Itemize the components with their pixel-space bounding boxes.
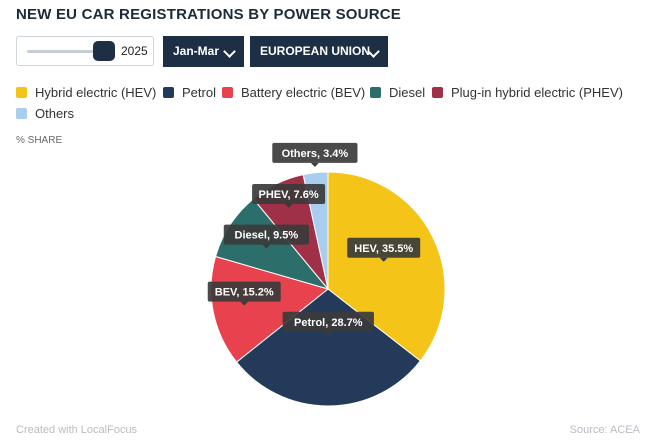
data-label-pointer <box>324 331 333 336</box>
slider-track[interactable] <box>27 50 105 53</box>
data-label-text: Petrol, 28.7% <box>294 317 363 329</box>
period-label: Jan-Mar <box>173 44 220 58</box>
data-label-text: HEV, 35.5% <box>354 243 413 255</box>
source-text: Source: ACEA <box>569 424 640 436</box>
data-label-text: PHEV, 7.6% <box>259 189 319 201</box>
legend-swatch <box>222 87 233 98</box>
data-label-pointer <box>310 162 319 167</box>
legend-swatch <box>163 87 174 98</box>
data-label-box <box>207 281 281 302</box>
legend-swatch <box>16 108 27 119</box>
legend-label: Plug-in hybrid electric (PHEV) <box>451 85 623 100</box>
year-value: 2025 <box>121 44 148 58</box>
chart-title: NEW EU CAR REGISTRATIONS BY POWER SOURCE <box>16 6 401 23</box>
unit-note: % SHARE <box>16 135 63 146</box>
legend-label: Diesel <box>389 85 426 100</box>
data-label-box <box>282 311 374 332</box>
region-label: EUROPEAN UNION <box>260 44 371 58</box>
legend-swatch <box>370 87 381 98</box>
legend-label: Hybrid electric (HEV) <box>35 85 157 100</box>
region-dropdown[interactable]: EUROPEAN UNION <box>250 36 388 67</box>
data-label-box <box>272 142 358 163</box>
data-label-pointer <box>379 257 388 262</box>
credit-text: Created with LocalFocus <box>16 424 138 436</box>
data-label-pointer <box>284 203 293 208</box>
legend-swatch <box>16 87 27 98</box>
legend-swatch <box>432 87 443 98</box>
data-label-text: BEV, 15.2% <box>215 287 274 299</box>
data-label-box <box>252 183 326 204</box>
data-label-petrol: Petrol, 28.7% <box>282 311 374 336</box>
data-label-text: Others, 3.4% <box>282 148 349 160</box>
data-label-text: Diesel, 9.5% <box>235 230 299 242</box>
legend-label: Battery electric (BEV) <box>241 85 366 100</box>
data-label-others: Others, 3.4% <box>272 142 358 167</box>
data-label-pointer <box>240 301 249 306</box>
data-label-box <box>347 237 421 258</box>
data-label-diesel: Diesel, 9.5% <box>223 224 309 249</box>
pie-slice-petrol[interactable] <box>235 288 421 407</box>
data-label-bev: BEV, 15.2% <box>207 281 281 306</box>
slider-thumb[interactable] <box>93 41 115 61</box>
data-label-phev: PHEV, 7.6% <box>252 183 326 208</box>
period-dropdown[interactable]: Jan-Mar <box>163 36 244 67</box>
data-label-box <box>223 224 309 245</box>
data-label-pointer <box>262 244 271 249</box>
pie-slice-hev[interactable] <box>327 171 446 362</box>
legend-label: Others <box>35 106 75 121</box>
year-slider[interactable]: 2025 <box>16 36 154 66</box>
data-label-hev: HEV, 35.5% <box>347 237 421 262</box>
legend-label: Petrol <box>182 85 216 100</box>
